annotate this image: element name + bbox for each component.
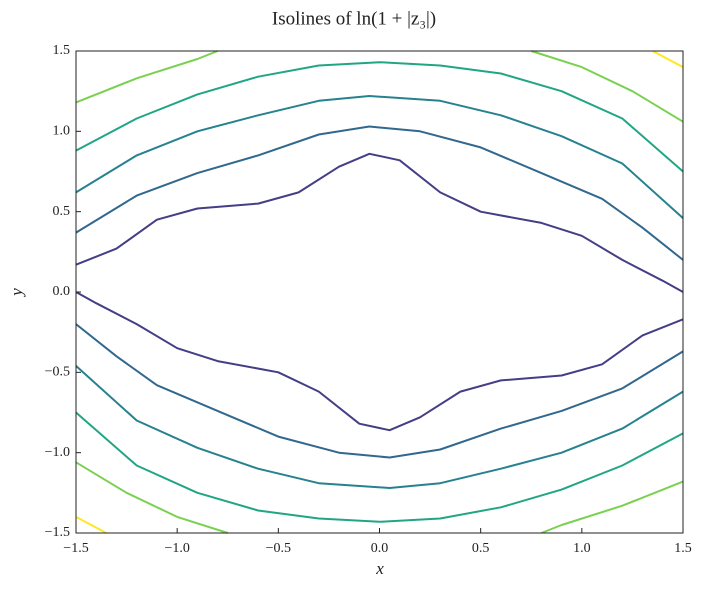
x-tick-label: 1.5 [674, 541, 692, 556]
isoline [75, 61, 684, 523]
isoline [75, 50, 684, 534]
isoline [75, 50, 684, 534]
isoline [75, 152, 684, 432]
x-tick-label: −1.5 [63, 541, 88, 556]
x-tick-label: 0.0 [371, 541, 389, 556]
y-tick-label: −0.5 [45, 365, 70, 380]
plot-frame [75, 50, 684, 534]
y-tick-label: 1.0 [53, 124, 71, 139]
x-tick-label: −0.5 [266, 541, 291, 556]
y-tick-label: −1.5 [45, 525, 70, 540]
isoline [75, 125, 684, 459]
y-axis-label: y [7, 288, 26, 298]
y-tick-label: 0.5 [53, 204, 71, 219]
y-tick-label: −1.0 [45, 445, 70, 460]
chart-title: Isolines of ln(1 + |z₃|) [272, 8, 436, 29]
x-tick-label: −1.0 [164, 541, 189, 556]
y-tick-label: 0.0 [53, 284, 71, 299]
y-tick-label: 1.5 [53, 43, 71, 58]
isoline [75, 95, 684, 489]
x-axis-label: x [375, 559, 384, 578]
x-tick-label: 1.0 [573, 541, 591, 556]
x-tick-label: 0.5 [472, 541, 490, 556]
